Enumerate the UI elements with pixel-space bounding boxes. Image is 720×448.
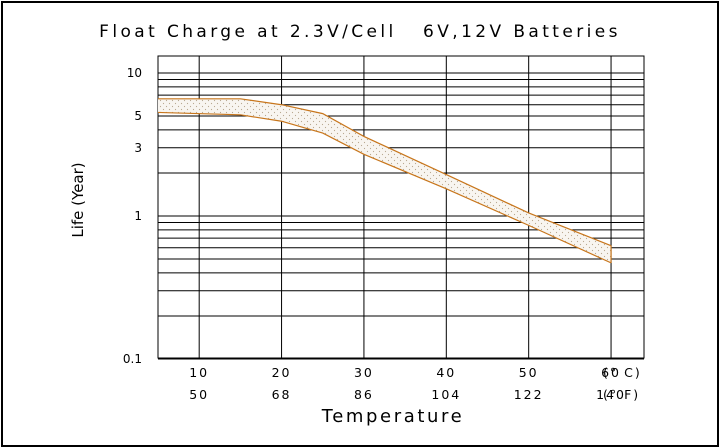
x-tick-label-fahrenheit: 68	[272, 387, 292, 402]
x-tick-label-celsius: 40	[436, 365, 456, 380]
x-tick-label-celsius: 60	[601, 365, 621, 380]
lower-life-line	[157, 111, 612, 264]
chart-title: Float Charge at 2.3V/Cell 6V,12V Batteri…	[99, 22, 621, 42]
x-tick-label-fahrenheit: 122	[514, 387, 544, 402]
x-tick-label-fahrenheit: 50	[189, 387, 209, 402]
x-tick-label-celsius: 30	[354, 365, 374, 380]
x-tick-label-celsius: 20	[272, 365, 292, 380]
x-unit-celsius: (° C)	[603, 365, 642, 380]
x-tick-label-fahrenheit: 104	[431, 387, 461, 402]
x-tick-label-fahrenheit: 86	[354, 387, 374, 402]
x-tick-label-celsius: 10	[189, 365, 209, 380]
y-tick-label: 1	[134, 209, 142, 223]
x-unit-fahrenheit: (° F)	[603, 387, 640, 402]
x-tick-label-celsius: 50	[519, 365, 539, 380]
upper-life-line	[158, 98, 612, 247]
y-tick-label: 0.1	[123, 352, 142, 366]
x-tick-label-fahrenheit: 140	[596, 387, 626, 402]
plot-border	[157, 55, 645, 359]
y-tick-label: 10	[127, 66, 142, 80]
x-axis-label: Temperature	[321, 406, 465, 427]
y-tick-label: 3	[134, 141, 142, 155]
y-tick-label: 5	[134, 109, 142, 123]
